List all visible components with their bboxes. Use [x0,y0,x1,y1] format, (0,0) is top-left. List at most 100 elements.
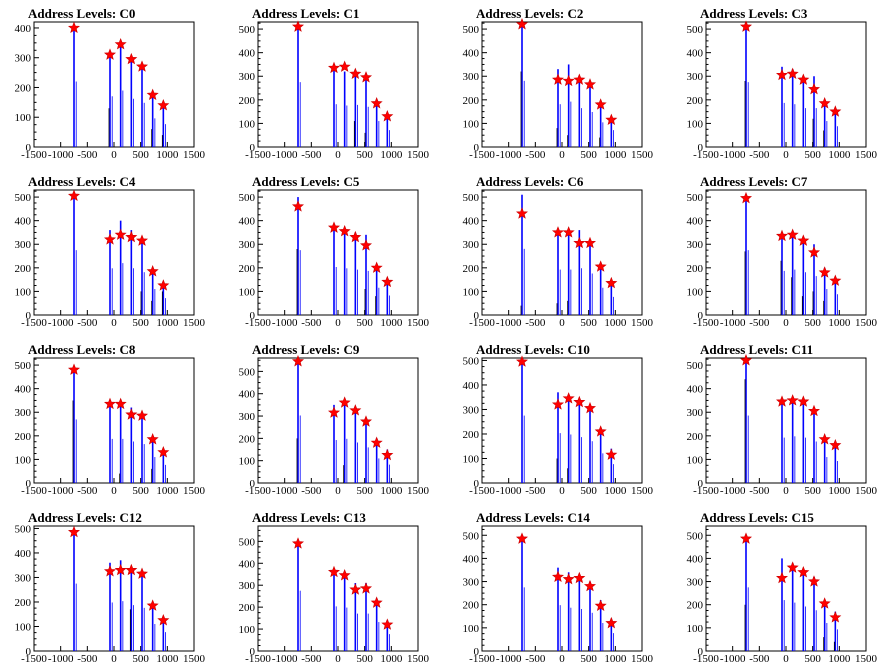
x-tick-label: 0 [559,317,565,329]
x-tick-label: 1000 [380,653,403,665]
x-tick-label: -500 [77,485,98,497]
x-tick-label: -1000 [496,653,522,665]
chart-svg: 0 100 200 300 400 500 -1500 -1000 -500 0 500 1000 15… [463,355,654,497]
peak-marker [562,74,575,87]
x-tick-label: 500 [356,149,373,161]
y-tick-label: 0 [698,142,704,154]
peak-marker [797,73,810,85]
chart-panel: 0 100 200 300 400 500 -1500 -1000 -500 0 500 1000 15… [672,168,896,336]
x-tick-label: -1000 [496,149,522,161]
peak-marker [370,436,383,448]
peak-marker [829,274,842,286]
y-tick-label: 400 [239,558,256,570]
x-tick-label: -1000 [496,317,522,329]
peak-marker [349,67,362,79]
peak-marker [605,113,618,125]
peak-marker [327,406,341,418]
peak-marker [370,261,383,273]
x-tick-label: 0 [783,485,789,497]
x-tick-label: 500 [804,149,821,161]
y-tick-label: 100 [463,623,480,635]
x-tick-label: 1500 [855,485,878,497]
x-tick-label: 500 [580,317,597,329]
peak-marker [551,570,565,583]
x-tick-label: -1500 [469,317,495,329]
plot-frame [481,525,643,652]
chart-panel: 0 100 200 300 400 500 -1500 -1000 -500 0 500 1000 15… [448,504,672,672]
peak-marker [551,398,565,410]
y-tick-label: 400 [463,216,480,228]
x-tick-label: 0 [783,317,789,329]
y-tick-label: 200 [463,95,480,107]
chart-panel: 0 100 200 300 400 -1500 -1000 -500 0 500 1000 1500 A… [0,0,224,168]
peak-marker [583,236,597,249]
chart-svg: 0 100 200 300 400 500 -1500 -1000 -500 0 500 1000 15… [463,18,654,161]
chart-svg: 0 100 200 300 400 -1500 -1000 -500 0 500 1000 1500 [15,21,206,161]
peak-marker [573,236,586,249]
y-tick-label: 100 [687,118,704,130]
y-tick-label: 400 [15,216,32,228]
x-tick-label: 1500 [183,317,206,329]
chart-svg: 0 100 200 300 400 500 -1500 -1000 -500 0 500 1000 15… [15,189,206,329]
y-tick-label: 300 [239,71,256,83]
peak-marker [370,97,383,109]
x-tick-label: 0 [783,653,789,665]
x-tick-label: 1000 [604,485,627,497]
y-tick-label: 200 [15,597,32,609]
y-tick-label: 200 [15,263,32,275]
y-tick-label: 0 [26,646,32,658]
peak-marker [573,571,586,584]
x-tick-label: -1500 [21,485,47,497]
y-tick-label: 300 [239,411,256,423]
y-tick-label: 200 [239,433,256,445]
y-tick-label: 100 [239,456,256,468]
y-tick-label: 100 [15,112,32,124]
peak-marker [349,230,362,243]
plot-frame [33,21,195,148]
x-tick-label: 1000 [604,317,627,329]
y-tick-label: 0 [26,478,32,490]
x-tick-label: -1500 [469,149,495,161]
x-tick-label: 500 [356,317,373,329]
peak-marker [562,392,575,404]
y-tick-label: 0 [474,646,480,658]
y-tick-label: 0 [250,478,256,490]
x-tick-label: -1500 [21,149,47,161]
peak-marker [818,97,831,109]
peak-marker [146,599,159,611]
chart-title: Address Levels: C5 [252,174,360,189]
peak-marker [515,355,529,367]
plot-frame [257,525,419,652]
y-tick-label: 500 [687,192,704,204]
x-tick-label: 0 [111,149,117,161]
peak-marker [807,575,821,587]
peak-marker [349,583,362,595]
peak-marker [786,561,799,573]
x-tick-label: -1500 [245,149,271,161]
y-tick-label: 200 [239,602,256,614]
x-tick-label: 500 [580,149,597,161]
chart-title: Address Levels: C1 [252,6,360,21]
peak-marker [125,408,138,420]
x-tick-label: -1000 [272,653,298,665]
x-tick-label: 0 [111,653,117,665]
x-tick-label: 1500 [631,149,654,161]
chart-panel: 0 100 200 300 400 500 -1500 -1000 -500 0 500 1000 15… [224,0,448,168]
y-tick-label: 300 [463,404,480,416]
y-tick-label: 400 [239,389,256,401]
y-tick-label: 500 [463,192,480,204]
chart-panel: 0 100 200 300 400 500 -1500 -1000 -500 0 500 1000 15… [0,504,224,672]
y-tick-label: 400 [687,48,704,60]
y-tick-label: 400 [239,48,256,60]
y-tick-label: 200 [463,600,480,612]
x-tick-label: 500 [804,317,821,329]
peak-marker [135,234,149,246]
x-tick-label: -1500 [245,653,271,665]
peak-marker [291,355,305,367]
peak-marker [67,363,81,375]
peak-marker [551,226,565,238]
plot-frame [33,525,195,652]
peak-marker [515,532,529,544]
peak-marker [291,20,305,32]
peak-marker [338,60,351,72]
